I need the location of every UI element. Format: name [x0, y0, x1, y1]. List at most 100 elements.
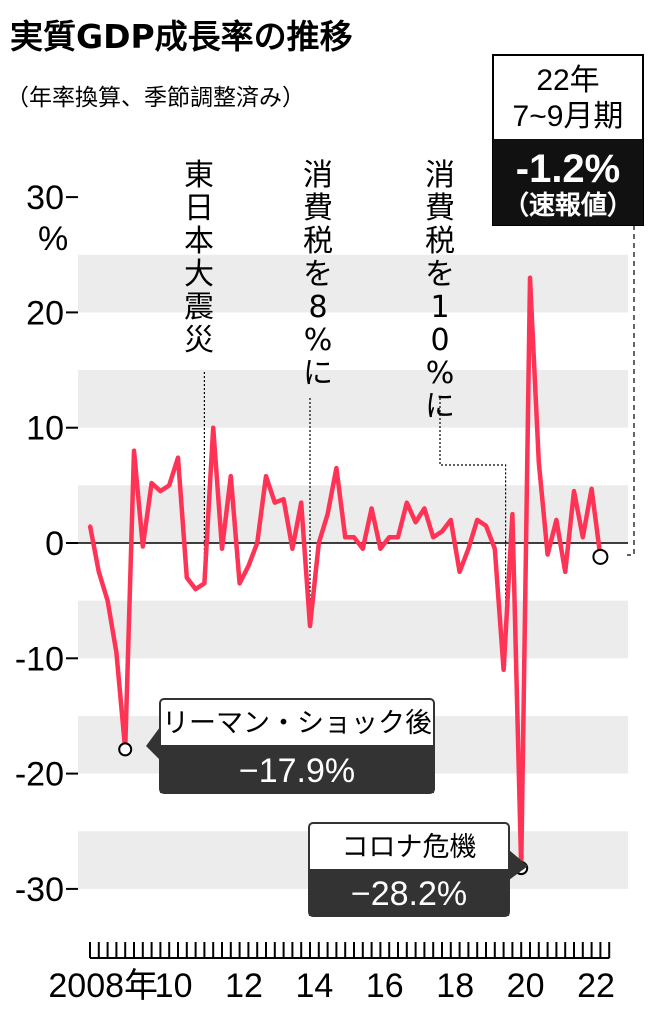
- data-point: [132, 449, 136, 453]
- badge-quarter: 7~9月期: [513, 100, 624, 133]
- data-point: [106, 599, 110, 603]
- data-point: [475, 518, 479, 522]
- x-tick-label: 10: [155, 967, 193, 1005]
- data-point: [502, 668, 506, 672]
- y-tick-label: -10: [15, 640, 64, 678]
- x-tick-label: 22: [577, 967, 615, 1005]
- highlight-marker: [118, 742, 133, 757]
- data-point: [202, 581, 206, 585]
- data-point: [334, 466, 338, 470]
- band-b1: [78, 600, 628, 659]
- event-glyph: を: [425, 257, 455, 292]
- x-tick-label: 14: [295, 967, 333, 1005]
- data-point: [484, 524, 488, 528]
- band-1: [78, 485, 628, 543]
- data-point: [405, 501, 409, 505]
- data-point: [387, 535, 391, 539]
- badge-leader: [627, 225, 635, 556]
- data-point: [581, 535, 585, 539]
- chart-title: 実質GDP成長率の推移: [10, 17, 353, 56]
- badge-value: -1.2%: [516, 147, 621, 191]
- x-axis-ticks: [89, 942, 611, 959]
- latest-value-badge: 22年 7~9月期 -1.2% （速報値）: [492, 54, 644, 226]
- data-point: [255, 541, 259, 545]
- event-glyph: 税: [425, 224, 455, 259]
- data-point: [211, 426, 215, 430]
- event-glyph: に: [303, 356, 333, 391]
- data-point: [308, 624, 312, 628]
- data-point: [238, 581, 242, 585]
- data-point: [97, 570, 101, 574]
- data-point: [466, 547, 470, 551]
- y-tick-label: 0: [45, 525, 64, 563]
- data-point: [431, 535, 435, 539]
- data-point: [290, 547, 294, 551]
- data-point: [396, 535, 400, 539]
- event-glyph: 日: [184, 191, 214, 226]
- y-tick-label: 30: [26, 179, 64, 217]
- data-point: [158, 489, 162, 493]
- data-point: [167, 483, 171, 487]
- event-glyph: 1: [430, 290, 449, 325]
- data-point: [343, 535, 347, 539]
- data-point: [317, 541, 321, 545]
- callout-lehman-value-bg: [160, 745, 434, 793]
- data-point: [458, 570, 462, 574]
- y-tick-label: 10: [26, 410, 64, 448]
- highlight-marker: [592, 548, 609, 565]
- x-tick-label: 16: [366, 967, 404, 1005]
- event-glyph: 災: [184, 323, 214, 358]
- y-tick-label: 20: [26, 294, 64, 332]
- data-point: [572, 489, 576, 493]
- data-point: [141, 544, 145, 548]
- callout-lehman-value: −17.9%: [239, 752, 355, 790]
- callout-corona: コロナ危機 −28.2%: [308, 822, 528, 917]
- event-glyph: 東: [184, 158, 214, 193]
- event-glyph: 税: [303, 224, 333, 259]
- x-tick-label: 18: [436, 967, 474, 1005]
- data-point: [246, 564, 250, 568]
- event-glyph: 本: [184, 224, 214, 259]
- band-0: [78, 254, 628, 313]
- data-point: [546, 553, 550, 557]
- event-glyph: 費: [303, 191, 333, 226]
- data-point: [194, 587, 198, 591]
- event-leaders: [203, 372, 507, 666]
- callout-corona-value-bg: [309, 869, 509, 916]
- data-point: [493, 547, 497, 551]
- x-tick-label: 20: [507, 967, 545, 1005]
- event-glyph: 8: [308, 290, 327, 325]
- data-point: [378, 547, 382, 551]
- callout-lehman: リーマン・ショック後 −17.9%: [146, 698, 435, 794]
- callout-corona-value: −28.2%: [351, 875, 467, 913]
- y-axis-unit: %: [38, 220, 68, 258]
- x-tick-label: 2008年: [48, 967, 158, 1005]
- data-point: [88, 524, 92, 528]
- data-point: [563, 570, 567, 574]
- data-point: [537, 460, 541, 464]
- data-point: [449, 518, 453, 522]
- callout-lehman-label: リーマン・ショック後: [162, 708, 432, 739]
- data-point: [264, 474, 268, 478]
- event-leader-tax-10: [439, 398, 507, 666]
- data-point: [590, 487, 594, 491]
- event-glyph: 消: [425, 158, 455, 193]
- y-axis-ticks: 30 20 10 0 -10 -20 -30: [15, 179, 78, 909]
- event-glyph: %: [304, 323, 333, 358]
- data-point: [299, 501, 303, 505]
- data-point: [440, 529, 444, 533]
- badge-year: 22年: [536, 64, 599, 97]
- data-point: [510, 512, 514, 516]
- data-point: [414, 520, 418, 524]
- badge-note: （速報値）: [503, 191, 633, 221]
- event-glyph: 消: [303, 158, 333, 193]
- callout-corona-pointer: [509, 850, 528, 880]
- callout-lehman-pointer: [146, 727, 160, 760]
- data-point: [220, 547, 224, 551]
- series-points: [88, 276, 602, 870]
- data-point: [554, 518, 558, 522]
